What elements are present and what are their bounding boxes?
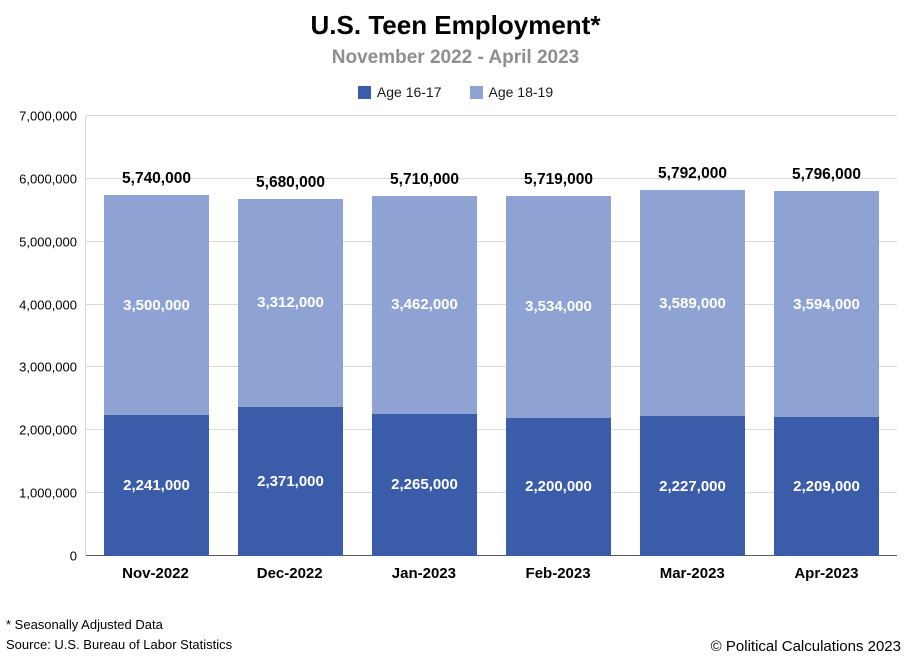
x-tick-label: Jan-2023 bbox=[391, 565, 456, 582]
segment-age-16-17: 2,265,000 bbox=[372, 413, 477, 556]
bar-apr-2023: 2,209,000 3,594,000 5,796,000 bbox=[774, 116, 879, 556]
total-label: 5,740,000 bbox=[122, 170, 191, 188]
bar-jan-2023: 2,265,000 3,462,000 5,710,000 bbox=[372, 116, 477, 556]
y-tick-label: 6,000,000 bbox=[19, 171, 77, 187]
segment-age-18-19: 3,462,000 bbox=[372, 196, 477, 414]
y-tick-label: 0 bbox=[69, 548, 77, 564]
legend-swatch-age-18-19 bbox=[469, 85, 483, 99]
total-label: 5,680,000 bbox=[256, 173, 325, 191]
y-axis: 0 1,000,000 2,000,000 3,000,000 4,000,000 5,0… bbox=[0, 110, 85, 563]
segment-age-18-19: 3,534,000 bbox=[506, 195, 611, 418]
gridline bbox=[86, 177, 897, 179]
gridline bbox=[86, 115, 897, 116]
x-axis-baseline bbox=[86, 555, 897, 556]
y-tick-label: 1,000,000 bbox=[19, 485, 77, 501]
segment-age-16-17: 2,371,000 bbox=[238, 406, 343, 556]
chart-subtitle: November 2022 - April 2023 bbox=[331, 47, 580, 68]
x-tick-label: Apr-2023 bbox=[794, 565, 859, 582]
footnotes: * Seasonally Adjusted Data Source: U.S. … bbox=[6, 615, 232, 655]
legend-item-age-18-19: Age 18-19 bbox=[469, 84, 554, 100]
legend-label: Age 18-19 bbox=[488, 84, 554, 100]
y-tick-label: 4,000,000 bbox=[19, 297, 77, 313]
plot-area: 2,241,000 3,500,000 5,740,000 2,371,000 3,31… bbox=[85, 115, 897, 556]
legend-item-age-16-17: Age 16-17 bbox=[357, 84, 442, 100]
segment-age-16-17: 2,209,000 bbox=[774, 417, 879, 556]
total-label: 5,719,000 bbox=[524, 170, 593, 188]
footnote-seasonally-adjusted: * Seasonally Adjusted Data bbox=[6, 616, 163, 632]
gridline bbox=[86, 366, 897, 368]
chart-area: 0 1,000,000 2,000,000 3,000,000 4,000,000 5,0… bbox=[0, 110, 911, 563]
segment-age-16-17: 2,200,000 bbox=[506, 417, 611, 556]
gridline bbox=[86, 492, 897, 494]
y-tick-label: 2,000,000 bbox=[19, 422, 77, 438]
gridline bbox=[86, 303, 897, 305]
x-axis-labels: Nov-2022 Dec-2022 Jan-2023 Feb-2023 Mar-2023… bbox=[85, 565, 897, 582]
bar-nov-2022: 2,241,000 3,500,000 5,740,000 bbox=[104, 116, 209, 556]
x-tick-label: Nov-2022 bbox=[122, 565, 189, 582]
segment-age-18-19: 3,589,000 bbox=[640, 190, 745, 417]
bar-mar-2023: 2,227,000 3,589,000 5,792,000 bbox=[640, 116, 745, 556]
total-label: 5,792,000 bbox=[658, 165, 727, 183]
bars-layer: 2,241,000 3,500,000 5,740,000 2,371,000 3,31… bbox=[86, 116, 897, 556]
segment-age-18-19: 3,312,000 bbox=[238, 198, 343, 407]
footer: * Seasonally Adjusted Data Source: U.S. … bbox=[6, 615, 901, 655]
chart-legend: Age 16-17 Age 18-19 bbox=[0, 84, 911, 100]
footnote-source: Source: U.S. Bureau of Labor Statistics bbox=[6, 636, 233, 652]
x-tick-label: Feb-2023 bbox=[525, 565, 591, 582]
bar-feb-2023: 2,200,000 3,534,000 5,719,000 bbox=[506, 116, 611, 556]
y-tick-label: 7,000,000 bbox=[19, 108, 77, 124]
segment-age-18-19: 3,500,000 bbox=[104, 195, 209, 416]
x-tick-label: Dec-2022 bbox=[256, 565, 323, 582]
total-label: 5,710,000 bbox=[390, 171, 459, 189]
segment-age-16-17: 2,241,000 bbox=[104, 415, 209, 556]
total-label: 5,796,000 bbox=[792, 166, 861, 184]
segment-age-18-19: 3,594,000 bbox=[774, 191, 879, 418]
legend-label: Age 16-17 bbox=[376, 84, 442, 100]
y-tick-label: 3,000,000 bbox=[19, 359, 77, 375]
bar-dec-2022: 2,371,000 3,312,000 5,680,000 bbox=[238, 116, 343, 556]
legend-swatch-age-16-17 bbox=[357, 85, 371, 99]
chart-title: U.S. Teen Employment* bbox=[310, 10, 601, 40]
copyright: © Political Calculations 2023 bbox=[710, 638, 901, 655]
gridline bbox=[86, 240, 897, 242]
y-tick-label: 5,000,000 bbox=[19, 234, 77, 250]
segment-age-16-17: 2,227,000 bbox=[640, 416, 745, 556]
gridline bbox=[86, 429, 897, 431]
x-tick-label: Mar-2023 bbox=[659, 565, 725, 582]
